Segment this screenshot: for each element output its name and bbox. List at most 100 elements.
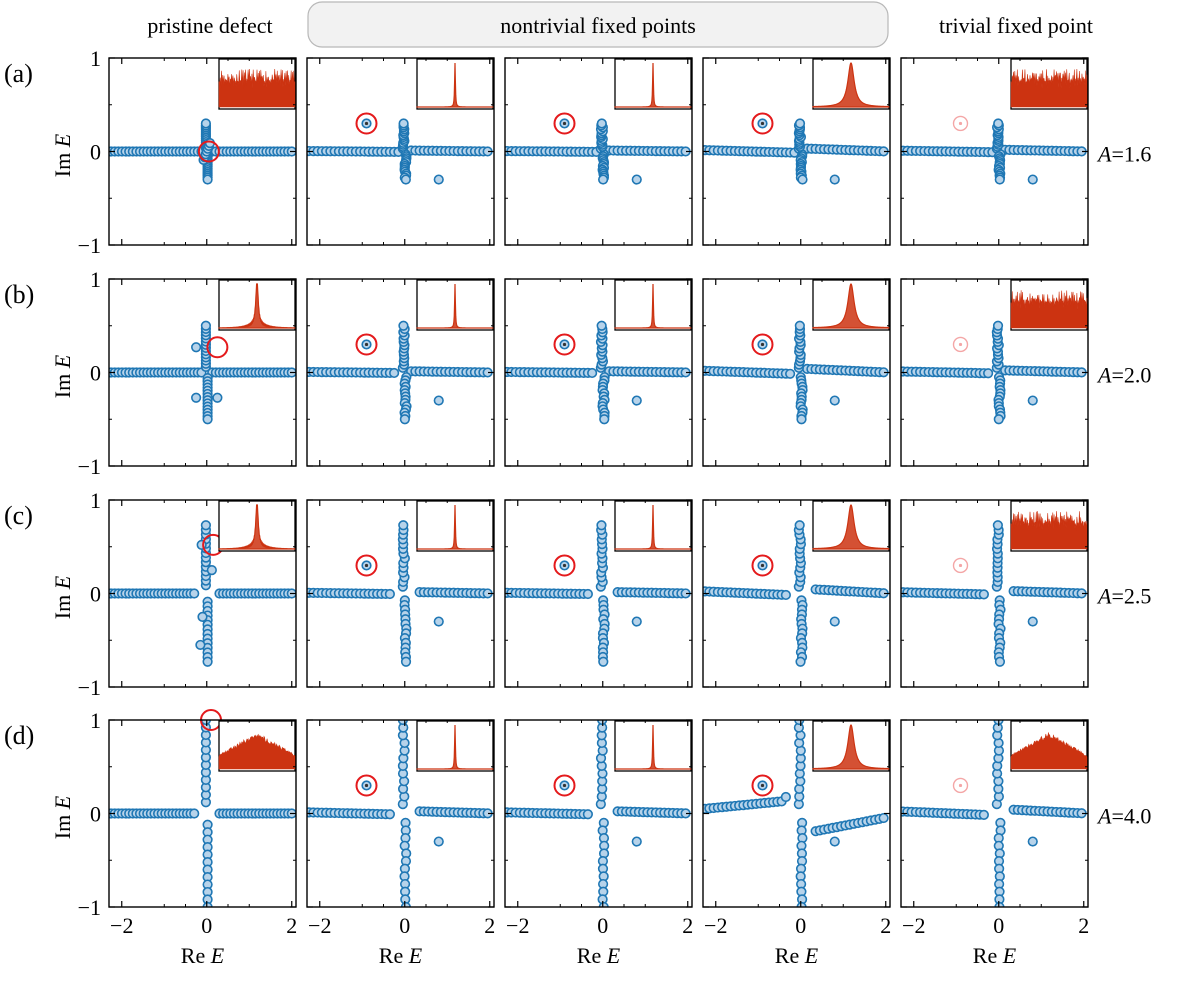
row-label: (d) — [4, 721, 34, 750]
data-points — [109, 720, 296, 907]
inset-spectrum — [614, 720, 692, 772]
fixed-point-dot — [760, 783, 765, 788]
data-point — [878, 812, 889, 824]
fixed-point-ring — [751, 554, 774, 577]
inset-spectrum — [614, 500, 692, 552]
y-tick-label: −1 — [78, 675, 101, 700]
row-label: (b) — [4, 280, 34, 309]
inset-curve — [812, 283, 890, 329]
data-point — [195, 639, 206, 651]
header-pill — [307, 1, 889, 48]
fixed-point-ring — [751, 112, 774, 135]
data-point — [1027, 616, 1038, 627]
data-point — [206, 565, 217, 576]
data-points — [307, 720, 493, 907]
fixed-point-ring — [952, 115, 969, 132]
inset-curve — [416, 62, 494, 108]
inset-spectrum — [218, 720, 296, 772]
inset-curve — [416, 724, 494, 770]
data-point — [191, 392, 202, 403]
data-points — [109, 520, 296, 667]
fixed-point-dot — [958, 563, 963, 568]
fixed-point-dot — [958, 783, 963, 788]
y-tick-label: 1 — [90, 46, 101, 71]
panel: −1 0 1 — [78, 46, 297, 258]
y-tick-label: −1 — [78, 895, 101, 920]
fixed-point-ring — [553, 554, 576, 577]
header-trivial-fixed-point: trivial fixed point — [939, 13, 1093, 38]
data-point — [433, 395, 444, 406]
header-nontrivial-fixed-points: nontrivial fixed points — [500, 13, 696, 38]
inset-spectrum — [416, 720, 494, 772]
data-point — [780, 791, 791, 803]
fixed-point-dot — [364, 783, 369, 788]
y-tick-label: 0 — [90, 361, 101, 386]
data-point — [796, 901, 807, 907]
data-point — [212, 392, 223, 403]
fixed-point-dot — [364, 121, 369, 126]
data-point — [785, 368, 796, 379]
x-axis-label: Re E — [775, 943, 819, 968]
x-tick-label: 2 — [484, 913, 495, 938]
data-point — [994, 174, 1005, 185]
fixed-point-dot — [562, 563, 567, 568]
fixed-point-ring — [751, 774, 774, 797]
data-point — [189, 588, 200, 599]
panel — [504, 278, 693, 467]
data-point — [797, 174, 808, 185]
data-point — [587, 367, 598, 379]
x-tick-label: −2 — [110, 913, 133, 938]
data-points — [505, 720, 691, 907]
data-points — [505, 320, 691, 425]
inset-curve — [218, 283, 296, 329]
inset-curve — [614, 724, 692, 770]
data-point — [631, 836, 642, 847]
fixed-point-dot — [364, 563, 369, 568]
data-point — [200, 320, 211, 331]
panel-row: (b) A=2.0 Im E −1 0 1 — [4, 267, 1151, 479]
y-tick-label: 0 — [90, 140, 101, 165]
inset-spectrum — [1010, 720, 1088, 772]
data-point — [596, 520, 607, 531]
x-tick-label: 2 — [880, 913, 891, 938]
x-tick-label: −2 — [704, 913, 727, 938]
x-axis-label: Re E — [577, 943, 621, 968]
data-point — [596, 320, 607, 331]
data-point — [202, 414, 213, 425]
fixed-point-dot — [562, 121, 567, 126]
data-point — [631, 174, 642, 185]
panel — [900, 278, 1089, 467]
data-points — [703, 118, 889, 185]
x-tick-label: 2 — [682, 913, 693, 938]
parameter-label: A=1.6 — [1096, 142, 1151, 167]
data-point — [978, 809, 989, 820]
x-tick-label: −2 — [308, 913, 331, 938]
y-axis-label: Im E — [50, 795, 75, 839]
data-point — [598, 174, 609, 185]
y-tick-label: 1 — [90, 708, 101, 733]
data-point — [994, 901, 1005, 907]
panel: −2 0 2 Re E — [900, 719, 1089, 968]
data-point — [983, 368, 994, 379]
panel — [702, 278, 891, 467]
fixed-point-dot — [364, 342, 369, 347]
data-point — [631, 395, 642, 406]
data-point — [189, 808, 200, 819]
x-axis-label: Re E — [181, 943, 225, 968]
fixed-point-dot — [760, 563, 765, 568]
data-points — [505, 520, 691, 667]
data-point — [1027, 836, 1038, 847]
panel-row: (c) A=2.5 Im E −1 0 1 — [4, 488, 1151, 700]
y-tick-label: −1 — [78, 233, 101, 258]
inset-curve — [1010, 732, 1088, 770]
data-points — [109, 118, 296, 185]
data-point — [400, 901, 411, 907]
panel — [900, 499, 1089, 688]
data-point — [794, 118, 806, 129]
data-points — [703, 320, 889, 425]
data-point — [829, 836, 840, 847]
data-point — [992, 520, 1003, 531]
panel: −1 0 1 — [78, 267, 297, 479]
data-point — [196, 539, 207, 550]
